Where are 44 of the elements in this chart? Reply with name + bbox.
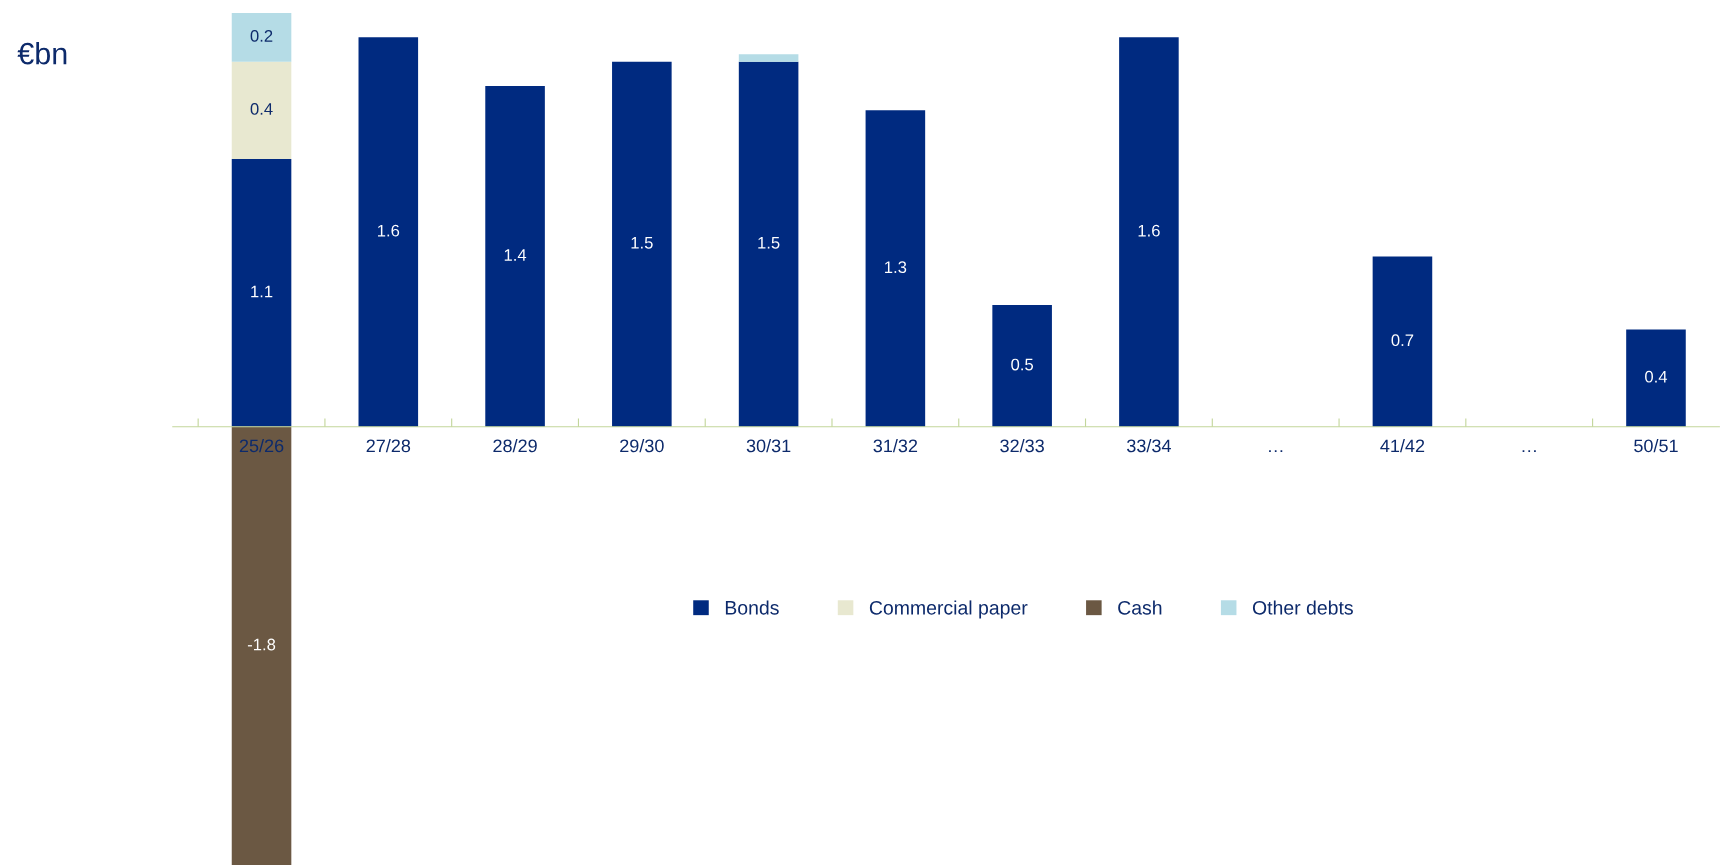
x-tick-label: … bbox=[1522, 450, 1536, 453]
x-tick-label: 41/42 bbox=[1380, 438, 1425, 453]
x-tick-label: … bbox=[1269, 450, 1283, 453]
legend-label: Bonds bbox=[725, 600, 779, 615]
legend-label: Commercial paper bbox=[869, 600, 1028, 619]
data-label: 0.5 bbox=[1011, 358, 1034, 371]
data-label: 1.6 bbox=[377, 224, 400, 237]
legend-label: Cash bbox=[1118, 600, 1162, 615]
bar bbox=[992, 305, 1052, 427]
legend-label: Other debts bbox=[1252, 600, 1353, 615]
x-tick-label: 29/30 bbox=[620, 438, 664, 453]
x-tick-label: 31/32 bbox=[873, 438, 918, 453]
data-label: 1.4 bbox=[504, 249, 527, 261]
data-label: 0.4 bbox=[1645, 370, 1668, 383]
bar bbox=[358, 37, 419, 427]
bar bbox=[231, 426, 292, 865]
x-tick-label: 50/51 bbox=[1634, 438, 1678, 453]
bar bbox=[738, 61, 799, 427]
x-tick-label: 27/28 bbox=[366, 438, 411, 453]
data-label: 1.6 bbox=[1138, 224, 1160, 237]
data-label: 0.7 bbox=[1391, 334, 1414, 347]
bar bbox=[738, 54, 799, 62]
data-label: 1.5 bbox=[758, 237, 780, 249]
data-label: 1.3 bbox=[885, 261, 907, 274]
bar bbox=[1626, 329, 1686, 427]
data-label: -1.8 bbox=[247, 638, 276, 651]
data-label: 0.2 bbox=[250, 29, 273, 42]
bar bbox=[1372, 256, 1433, 427]
bar bbox=[865, 110, 926, 427]
bar bbox=[231, 12, 292, 62]
data-label: 1.1 bbox=[251, 285, 273, 298]
bar bbox=[231, 61, 292, 160]
bar bbox=[612, 61, 672, 427]
bar bbox=[231, 159, 292, 427]
x-tick-label: 30/31 bbox=[746, 438, 791, 453]
x-tick-label: 28/29 bbox=[493, 438, 537, 453]
y-axis-title: €bn bbox=[17, 41, 67, 65]
x-tick-label: 32/33 bbox=[1000, 438, 1044, 453]
x-tick-label: 25/26 bbox=[239, 438, 284, 453]
x-tick-label: 33/34 bbox=[1127, 438, 1171, 453]
bar bbox=[485, 86, 545, 427]
data-label: 1.5 bbox=[631, 237, 653, 249]
bar bbox=[1119, 37, 1179, 427]
data-label: 0.4 bbox=[250, 103, 273, 115]
